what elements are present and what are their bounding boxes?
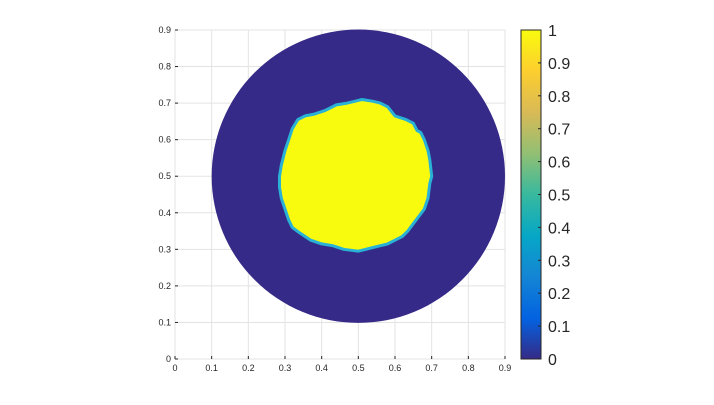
- field-map: [211, 29, 505, 323]
- colorbar-tick-label: 0: [548, 352, 557, 369]
- colorbar-tick-label: 0.4: [548, 220, 570, 237]
- colorbar-tick-label: 1: [548, 23, 557, 40]
- x-tick-label: 0.6: [389, 363, 402, 373]
- y-tick-label: 0.3: [158, 244, 171, 254]
- y-axis-ticks: 0 0.1 0.2 0.3 0.4 0.5 0.6 0.7 0.8 0.9: [158, 25, 178, 364]
- colorbar: 0 0.1 0.2 0.3 0.4 0.5 0.6 0.7 0.8 0.9 1: [520, 23, 570, 369]
- x-axis-ticks: 0 0.1 0.2 0.3 0.4 0.5 0.6 0.7 0.8 0.9: [172, 356, 511, 373]
- y-tick-label: 0.5: [158, 171, 171, 181]
- x-tick-label: 0.5: [352, 363, 365, 373]
- y-tick-label: 0.2: [158, 281, 171, 291]
- x-tick-label: 0.7: [425, 363, 438, 373]
- colorbar-tick-label: 0.5: [548, 188, 570, 205]
- x-tick-label: 0.9: [499, 363, 512, 373]
- x-tick-label: 0.1: [205, 363, 218, 373]
- y-tick-label: 0.4: [158, 208, 171, 218]
- y-tick-label: 0.9: [158, 25, 171, 35]
- y-tick-label: 0.7: [158, 98, 171, 108]
- y-tick-label: 0.8: [158, 62, 171, 72]
- y-tick-label: 0.1: [158, 317, 171, 327]
- y-tick-label: 0.6: [158, 135, 171, 145]
- y-tick-label: 0: [166, 354, 171, 364]
- x-tick-label: 0: [172, 363, 177, 373]
- x-tick-label: 0.4: [315, 363, 328, 373]
- colorbar-tick-label: 0.2: [548, 286, 570, 303]
- x-tick-label: 0.2: [242, 363, 255, 373]
- colorbar-tick-label: 0.8: [548, 89, 570, 106]
- inclusion-region: [278, 98, 434, 253]
- x-tick-label: 0.8: [462, 363, 475, 373]
- colorbar-tick-label: 0.9: [548, 56, 570, 73]
- colorbar-tick-label: 0.3: [548, 253, 570, 270]
- colorbar-tick-label: 0.1: [548, 319, 570, 336]
- x-tick-label: 0.3: [279, 363, 292, 373]
- colorbar-tick-label: 0.6: [548, 155, 570, 172]
- colorbar-tick-label: 0.7: [548, 122, 570, 139]
